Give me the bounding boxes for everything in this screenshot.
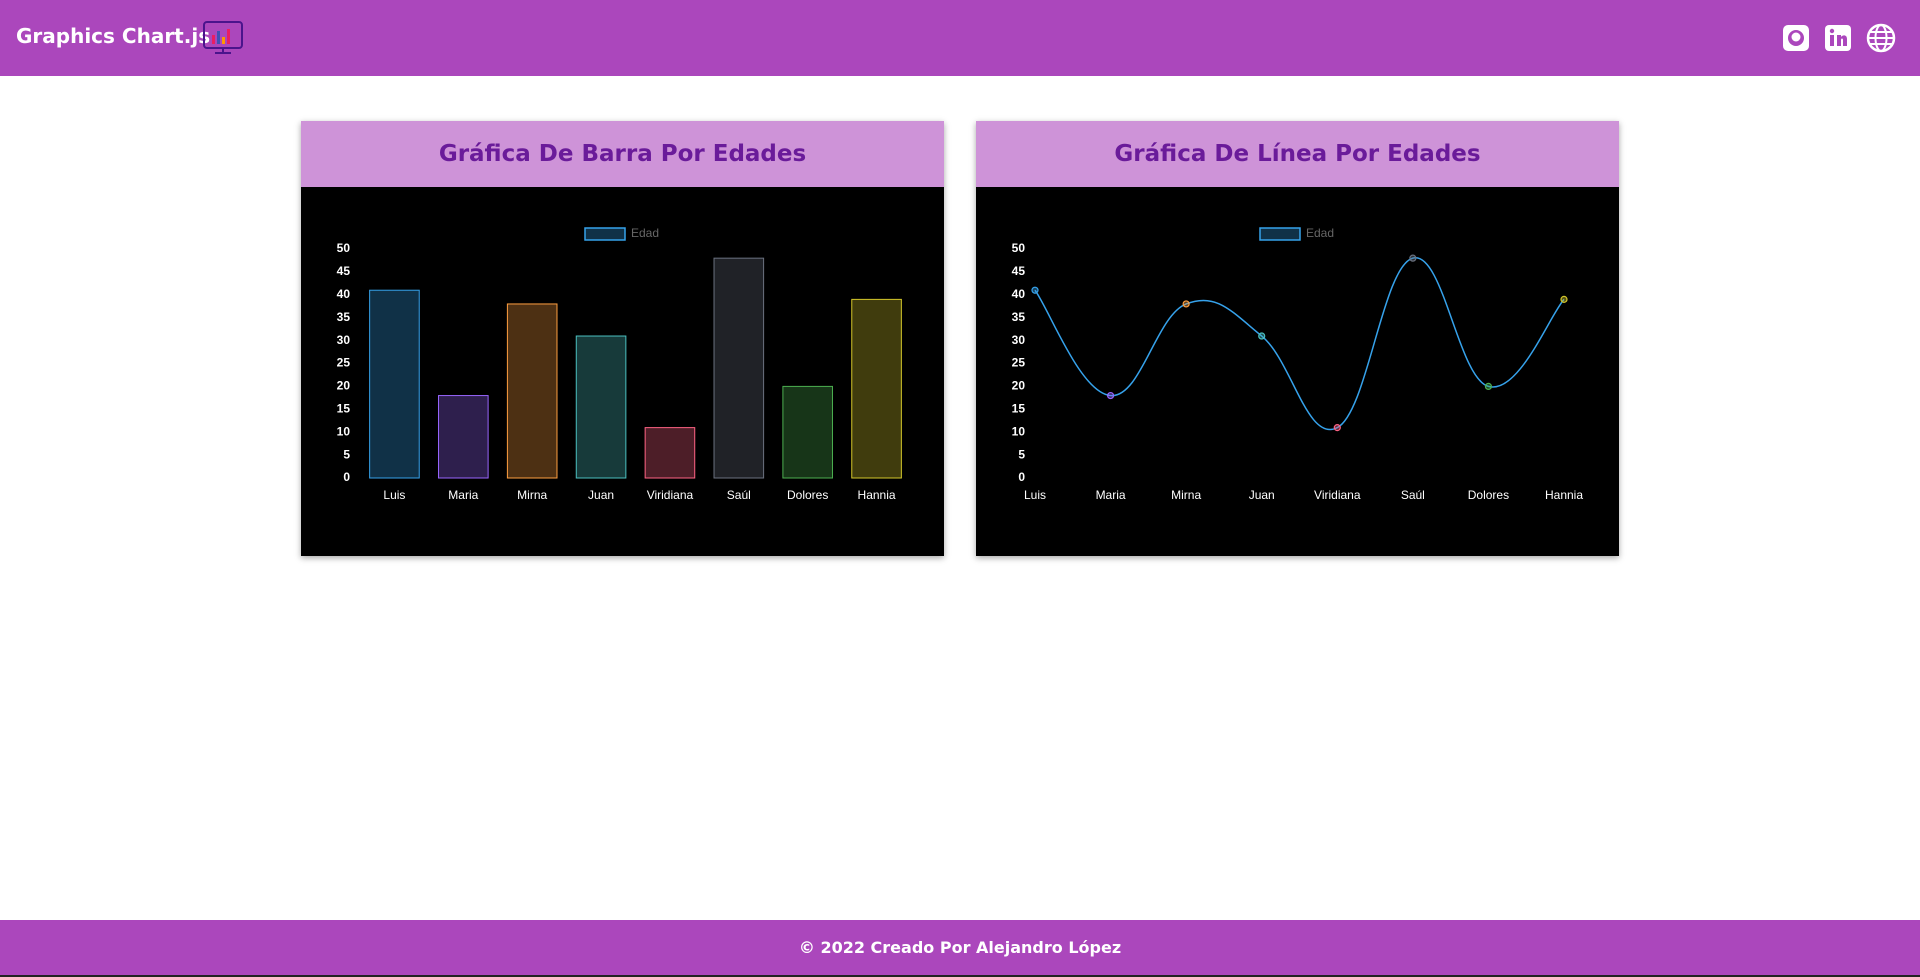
y-tick-label: 30: [337, 333, 351, 347]
x-tick-label: Hannia: [858, 488, 896, 502]
point: [1258, 332, 1266, 340]
legend-swatch: [584, 227, 626, 241]
x-tick-label: Dolores: [1468, 488, 1509, 502]
y-tick-label: 25: [1012, 356, 1026, 370]
legend-label: Edad: [631, 226, 659, 240]
point: [1106, 391, 1115, 400]
x-tick-label: Luis: [383, 488, 405, 502]
x-tick-label: Maria: [448, 488, 478, 502]
x-tick-label: Juan: [588, 488, 614, 502]
y-tick-label: 40: [1012, 287, 1026, 301]
y-tick-label: 5: [1018, 447, 1025, 461]
y-tick-label: 50: [337, 241, 351, 255]
point: [1560, 295, 1568, 303]
y-tick-label: 25: [337, 356, 351, 370]
legend-label: Edad: [1306, 226, 1334, 240]
y-tick-label: 10: [1012, 424, 1026, 438]
y-tick-label: 50: [1012, 241, 1026, 255]
x-tick-label: Juan: [1249, 488, 1275, 502]
bar: [506, 303, 558, 479]
footer: © 2022 Creado Por Alejandro López: [0, 920, 1920, 975]
divider: [0, 975, 1920, 977]
y-tick-label: 15: [337, 401, 351, 415]
card-title: Gráfica De Línea Por Edades: [976, 121, 1619, 187]
y-tick-label: 35: [1012, 310, 1026, 324]
bar: [438, 395, 489, 479]
web-icon[interactable]: [1866, 23, 1896, 53]
y-tick-label: 15: [1012, 401, 1026, 415]
bar: [851, 298, 902, 479]
line: [1034, 257, 1565, 431]
y-tick-label: 45: [337, 264, 351, 278]
x-tick-label: Saúl: [727, 488, 751, 502]
logo-icon: [203, 21, 243, 54]
bar: [644, 427, 696, 479]
bar: [575, 335, 627, 479]
footer-text: © 2022 Creado Por Alejandro López: [798, 938, 1122, 957]
x-tick-label: Maria: [1096, 488, 1126, 502]
y-tick-label: 10: [337, 424, 351, 438]
point: [1333, 424, 1341, 432]
y-tick-label: 0: [1018, 470, 1025, 484]
y-tick-label: 0: [343, 470, 350, 484]
bar: [782, 385, 833, 479]
x-tick-label: Hannia: [1545, 488, 1583, 502]
x-tick-label: Dolores: [787, 488, 828, 502]
y-tick-label: 45: [1012, 264, 1026, 278]
card-title: Gráfica De Barra Por Edades: [301, 121, 944, 187]
bar: [369, 289, 420, 479]
bar-card: Gráfica De Barra Por Edades Edad 0 5 10 15 20…: [301, 121, 944, 556]
linkedin-icon[interactable]: [1824, 24, 1852, 52]
y-tick-label: 20: [1012, 379, 1026, 393]
line-card: Gráfica De Línea Por Edades Edad 0 5 10 15 20…: [976, 121, 1619, 556]
x-tick-label: Luis: [1024, 488, 1046, 502]
y-tick-label: 20: [337, 379, 351, 393]
github-icon[interactable]: [1782, 24, 1810, 52]
point: [1409, 254, 1417, 262]
y-tick-label: 5: [343, 447, 350, 461]
point: [1182, 300, 1190, 308]
chart: Edad 0 5 10 15 20 25 30 35 40 45 50 Luis Maria Mirna Ju…: [1012, 226, 1584, 502]
y-tick-label: 40: [337, 287, 351, 301]
chart: Edad 0 5 10 15 20 25 30 35 40 45 50 Luis Maria Mirna Ju…: [337, 226, 902, 502]
point: [1031, 286, 1039, 294]
bar: [713, 257, 765, 479]
navbar: Graphics Chart.js: [0, 0, 1920, 76]
point: [1484, 382, 1493, 390]
x-tick-label: Viridiana: [647, 488, 694, 502]
x-tick-label: Mirna: [517, 488, 547, 502]
y-tick-label: 35: [337, 310, 351, 324]
x-tick-label: Mirna: [1171, 488, 1201, 502]
x-tick-label: Viridiana: [1314, 488, 1361, 502]
brand[interactable]: Graphics Chart.js: [16, 24, 211, 48]
x-tick-label: Saúl: [1401, 488, 1425, 502]
legend-swatch: [1259, 227, 1301, 241]
y-tick-label: 30: [1012, 333, 1026, 347]
